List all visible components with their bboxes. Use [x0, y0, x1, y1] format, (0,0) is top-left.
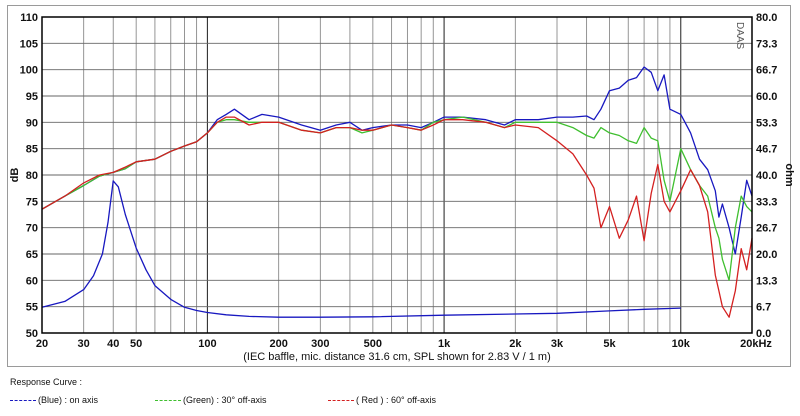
- y-left-tick-label: 55: [26, 302, 38, 314]
- x-tick-label: 20: [36, 338, 48, 350]
- y-right-tick-label: 80.0: [756, 12, 777, 24]
- legend-label-blue: (Blue) : on axis: [38, 395, 99, 405]
- y-right-tick-label: 73.3: [756, 38, 777, 50]
- y-left-tick-label: 85: [26, 144, 38, 156]
- legend-item-red: ( Red ) : 60° off-axis: [328, 395, 436, 405]
- x-tick-label: 30: [78, 338, 90, 350]
- x-tick-label: 3k: [551, 338, 564, 350]
- series-layer: [41, 66, 753, 318]
- y-left-tick-label: 100: [20, 65, 38, 77]
- chart-caption: (IEC baffle, mic. distance 31.6 cm, SPL …: [243, 351, 551, 363]
- y-left-tick-label: 75: [26, 196, 38, 208]
- y-left-tick-label: 65: [26, 249, 38, 261]
- y-right-tick-label: 13.3: [756, 275, 777, 287]
- y-left-tick-label: 60: [26, 275, 38, 287]
- x-tick-label: 500: [364, 338, 382, 350]
- legend-title: Response Curve :: [10, 377, 83, 387]
- plot-border: [41, 16, 753, 334]
- x-tick-label: 200: [269, 338, 287, 350]
- x-tick-label: 40: [107, 338, 119, 350]
- y-right-tick-label: 0.0: [756, 328, 771, 340]
- x-tick-label: 100: [198, 338, 216, 350]
- x-tick-label: 10k: [672, 338, 691, 350]
- x-tick-label: 5k: [603, 338, 616, 350]
- tick-labels: 20 30 40 50 100 200 300 500 1k 2k 3k 5k 10k 20kHz 110 1…: [20, 12, 778, 350]
- y-axis-right-label: ohm: [783, 163, 795, 186]
- series-line-2: [41, 116, 753, 318]
- chart-frame: [7, 5, 791, 367]
- x-tick-label: 20kHz: [740, 338, 772, 350]
- y-left-tick-label: 90: [26, 117, 38, 129]
- legend-item-blue: (Blue) : on axis: [10, 395, 98, 405]
- series-line-3: [41, 180, 681, 318]
- y-right-tick-label: 53.3: [756, 117, 777, 129]
- response-chart: 20 30 40 50 100 200 300 500 1k 2k 3k 5k 10k 20kHz 110 1…: [9, 12, 795, 363]
- legend-item-green: (Green) : 30° off-axis: [155, 395, 266, 405]
- y-right-tick-label: 26.7: [756, 223, 777, 235]
- y-axis-left-label: dB: [9, 168, 21, 183]
- x-tick-label: 2k: [509, 338, 522, 350]
- legend: Response Curve : (Blue) : on axis (Green…: [10, 377, 790, 413]
- legend-swatch-green: [155, 400, 181, 402]
- y-left-tick-label: 110: [20, 12, 38, 24]
- x-tick-label: 300: [311, 338, 329, 350]
- y-left-tick-label: 95: [26, 91, 38, 103]
- legend-swatch-red: [328, 400, 354, 402]
- y-right-tick-label: 6.7: [756, 302, 771, 314]
- y-right-tick-label: 46.7: [756, 144, 777, 156]
- legend-swatch-blue: [10, 400, 36, 402]
- y-left-tick-label: 50: [26, 328, 38, 340]
- y-right-tick-label: 66.7: [756, 65, 777, 77]
- y-right-tick-label: 20.0: [756, 249, 777, 261]
- x-tick-label: 50: [130, 338, 142, 350]
- y-left-tick-label: 80: [26, 170, 38, 182]
- y-left-tick-label: 70: [26, 223, 38, 235]
- y-left-tick-label: 105: [20, 38, 38, 50]
- x-tick-label: 1k: [438, 338, 451, 350]
- legend-label-red: ( Red ) : 60° off-axis: [356, 395, 436, 405]
- y-right-tick-label: 33.3: [756, 196, 777, 208]
- y-right-tick-label: 40.0: [756, 170, 777, 182]
- y-right-tick-label: 60.0: [756, 91, 777, 103]
- watermark: DAAS: [734, 22, 745, 50]
- legend-label-green: (Green) : 30° off-axis: [183, 395, 267, 405]
